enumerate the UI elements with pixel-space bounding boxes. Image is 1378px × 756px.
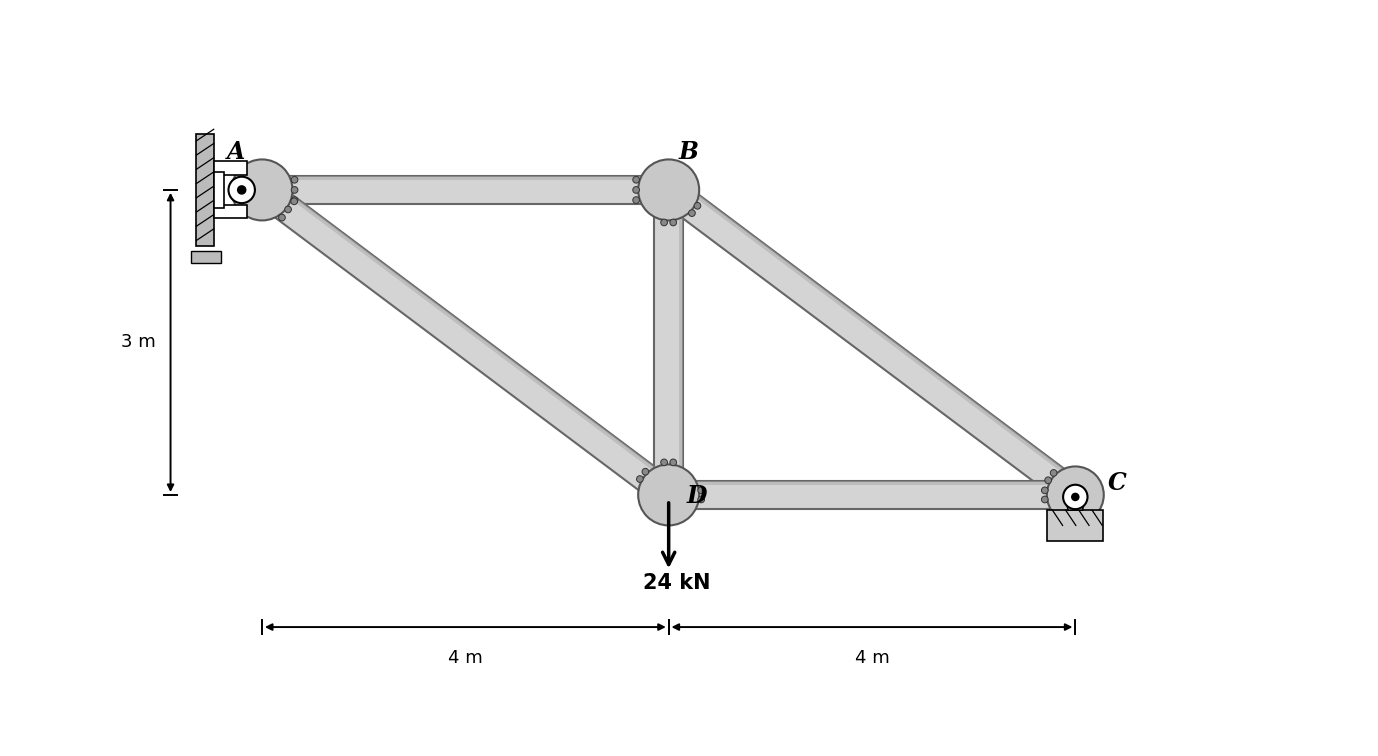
Circle shape	[637, 476, 644, 482]
Circle shape	[1047, 466, 1104, 523]
Circle shape	[1072, 494, 1079, 500]
Polygon shape	[678, 190, 683, 495]
Circle shape	[670, 219, 677, 226]
Polygon shape	[675, 178, 1084, 487]
Circle shape	[237, 186, 245, 194]
Circle shape	[278, 214, 285, 221]
Circle shape	[291, 197, 298, 203]
Text: 4 m: 4 m	[854, 649, 889, 668]
Circle shape	[1050, 469, 1057, 476]
Circle shape	[285, 206, 291, 212]
Polygon shape	[262, 175, 668, 204]
Text: B: B	[679, 141, 699, 165]
Circle shape	[660, 459, 667, 466]
Polygon shape	[267, 178, 677, 487]
Text: C: C	[1108, 471, 1127, 495]
Circle shape	[670, 459, 677, 466]
Circle shape	[697, 496, 704, 503]
Polygon shape	[196, 134, 214, 246]
Circle shape	[633, 187, 639, 194]
Polygon shape	[660, 178, 1084, 507]
Circle shape	[642, 469, 649, 475]
Polygon shape	[655, 190, 683, 495]
Circle shape	[1042, 487, 1049, 494]
Circle shape	[695, 203, 701, 209]
Circle shape	[638, 464, 699, 525]
Circle shape	[232, 160, 292, 221]
Text: D: D	[688, 484, 707, 508]
Text: 4 m: 4 m	[448, 649, 482, 668]
Circle shape	[1042, 496, 1049, 503]
Circle shape	[1062, 485, 1087, 509]
Circle shape	[229, 177, 255, 203]
Circle shape	[1045, 477, 1051, 484]
Text: 24 kN: 24 kN	[644, 574, 711, 593]
Circle shape	[291, 176, 298, 183]
Polygon shape	[1047, 510, 1104, 541]
Text: 3 m: 3 m	[120, 333, 156, 352]
Circle shape	[697, 487, 704, 494]
Polygon shape	[214, 162, 247, 175]
Circle shape	[660, 219, 667, 226]
Circle shape	[689, 209, 696, 216]
Polygon shape	[262, 175, 668, 180]
Polygon shape	[668, 481, 1075, 485]
Polygon shape	[214, 172, 225, 208]
Circle shape	[633, 197, 639, 203]
Polygon shape	[214, 205, 247, 218]
Polygon shape	[668, 481, 1075, 509]
Polygon shape	[1065, 495, 1086, 510]
Circle shape	[291, 198, 298, 205]
Circle shape	[633, 176, 639, 183]
Circle shape	[638, 160, 699, 221]
Polygon shape	[254, 178, 677, 507]
Polygon shape	[192, 251, 222, 263]
Text: A: A	[226, 141, 245, 165]
Circle shape	[291, 187, 298, 194]
